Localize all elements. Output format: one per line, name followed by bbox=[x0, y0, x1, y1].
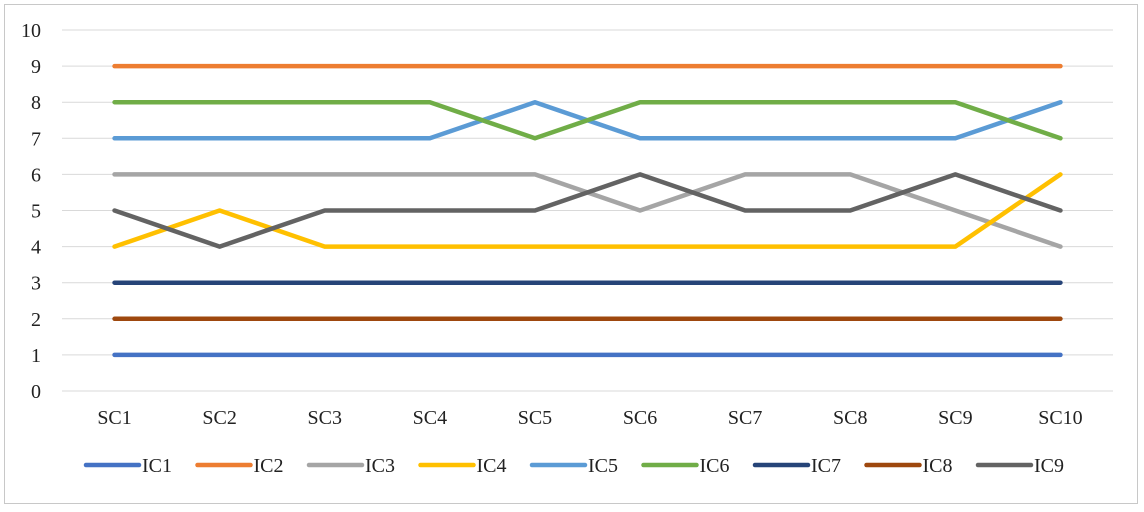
legend-item-ic8: IC8 bbox=[864, 455, 953, 477]
legend-label: IC7 bbox=[811, 455, 841, 477]
x-tick-label: SC3 bbox=[308, 407, 342, 429]
legend-label: IC6 bbox=[700, 455, 730, 477]
legend-label: IC5 bbox=[588, 455, 618, 477]
y-tick-label: 9 bbox=[31, 56, 41, 78]
y-tick-label: 10 bbox=[21, 20, 41, 42]
legend-label: IC3 bbox=[365, 455, 395, 477]
x-tick-label: SC6 bbox=[623, 407, 657, 429]
legend-item-ic6: IC6 bbox=[641, 455, 730, 477]
x-tick-label: SC5 bbox=[518, 407, 552, 429]
legend-item-ic7: IC7 bbox=[752, 455, 841, 477]
legend-item-ic2: IC2 bbox=[195, 455, 284, 477]
x-tick-label: SC7 bbox=[728, 407, 762, 429]
series-line-ic6 bbox=[112, 99, 1063, 141]
x-tick-label: SC9 bbox=[938, 407, 972, 429]
x-tick-label: SC2 bbox=[202, 407, 236, 429]
y-tick-label: 8 bbox=[31, 92, 41, 114]
y-axis-tick-labels: 0 1 2 3 4 5 6 7 8 9 10 bbox=[21, 20, 41, 403]
legend-item-ic1: IC1 bbox=[83, 455, 172, 477]
y-tick-label: 1 bbox=[31, 345, 41, 367]
chart-frame bbox=[4, 4, 1138, 504]
y-tick-label: 6 bbox=[31, 164, 41, 186]
x-tick-label: SC10 bbox=[1038, 407, 1082, 429]
x-tick-label: SC8 bbox=[833, 407, 867, 429]
legend-item-ic3: IC3 bbox=[306, 455, 395, 477]
x-tick-label: SC4 bbox=[413, 407, 447, 429]
legend-label: IC1 bbox=[142, 455, 172, 477]
series-lines bbox=[112, 63, 1063, 358]
y-tick-label: 2 bbox=[31, 309, 41, 331]
x-tick-label: SC1 bbox=[97, 407, 131, 429]
legend-item-ic5: IC5 bbox=[529, 455, 618, 477]
y-tick-label: 3 bbox=[31, 273, 41, 295]
legend-label: IC2 bbox=[254, 455, 284, 477]
y-tick-label: 4 bbox=[31, 237, 41, 259]
series-line-ic9 bbox=[112, 172, 1063, 249]
legend: IC1 IC2 IC3 IC4 IC5 IC6 IC7 IC8 IC9 bbox=[83, 455, 1064, 477]
legend-label: IC8 bbox=[923, 455, 953, 477]
legend-item-ic4: IC4 bbox=[418, 455, 507, 477]
y-tick-label: 7 bbox=[31, 128, 41, 150]
y-tick-label: 0 bbox=[31, 381, 41, 403]
y-tick-label: 5 bbox=[31, 201, 41, 223]
legend-label: IC9 bbox=[1034, 455, 1064, 477]
legend-label: IC4 bbox=[477, 455, 507, 477]
x-axis-tick-labels: SC1 SC2 SC3 SC4 SC5 SC6 SC7 SC8 SC9 SC10 bbox=[97, 407, 1082, 429]
legend-item-ic9: IC9 bbox=[975, 455, 1064, 477]
